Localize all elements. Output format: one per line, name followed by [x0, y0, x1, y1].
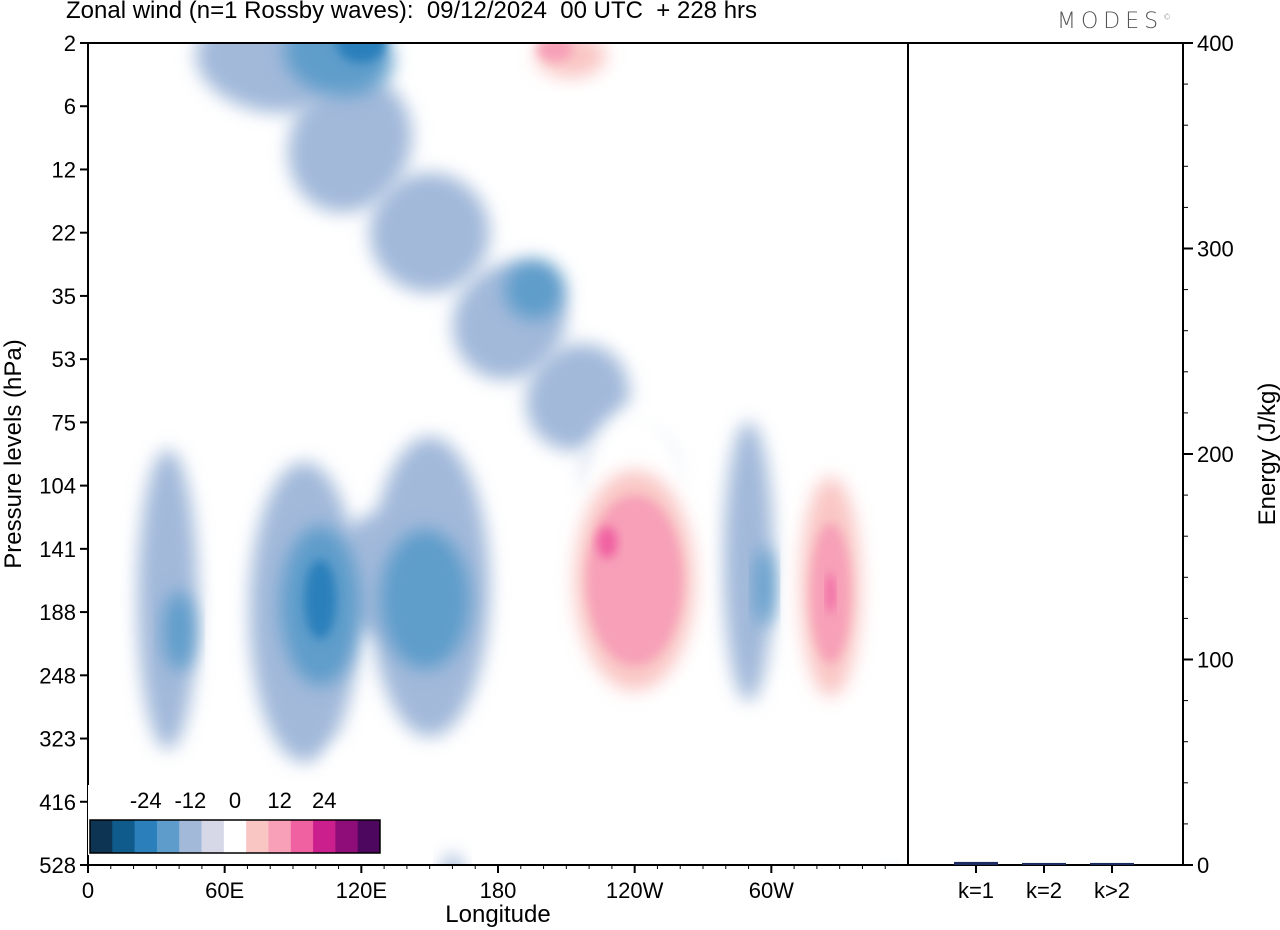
colorbar-swatch [201, 820, 225, 853]
contour-blob [88, 571, 105, 692]
colorbar-swatch [313, 820, 336, 853]
contour-blob [88, 78, 141, 159]
contour-blob [288, 75, 412, 213]
x-tick-label: 0 [82, 878, 94, 903]
colorbar-tick-label: 0 [229, 788, 241, 813]
contour-blob [884, 870, 896, 910]
contour-blob [775, 127, 804, 148]
y-tick-label: 248 [39, 663, 76, 688]
energy-axis: 0 100 200 300 400 [1183, 31, 1234, 878]
x-tick-label: 120W [606, 878, 664, 903]
colorbar-swatch [90, 820, 113, 853]
y-axis-title: Pressure levels (hPa) [0, 339, 27, 568]
contour-blob [826, 573, 835, 614]
y-tick-label: 141 [39, 537, 76, 562]
contour-blob [137, 449, 198, 750]
contour-blob [283, 43, 394, 97]
y-tick-label: 528 [39, 853, 76, 878]
colorbar-swatch [179, 820, 203, 853]
colorbar-tick-label: -12 [174, 788, 206, 813]
colorbar-swatch [246, 820, 269, 853]
contour-blob [526, 343, 630, 451]
x-tick-label: 120E [336, 878, 387, 903]
energy-bars: k=1 k=2 k>2 [954, 861, 1134, 903]
chart-title: Zonal wind (n=1 Rossby waves): 09/12/202… [66, 0, 758, 24]
contour-blob [536, 43, 573, 62]
contour-blob [792, 229, 833, 300]
contour-blob [548, 678, 585, 799]
colorbar-tick-label: 12 [267, 788, 291, 813]
contour-blob [597, 526, 618, 559]
colorbar-swatch [357, 820, 381, 853]
energy-tick-label: 200 [1197, 442, 1234, 467]
energy-tick-label: 100 [1197, 648, 1234, 673]
y-axis: 2 6 12 22 35 53 75 104 141 188 248 323 416 528 [39, 31, 88, 878]
brand-text: MODES [1057, 9, 1164, 34]
energy-category-label: k=1 [958, 878, 994, 903]
brand-logo: MODES© [1057, 9, 1171, 34]
contour-blob [754, 546, 775, 627]
y-tick-label: 22 [52, 221, 76, 246]
plot-frame [87, 42, 909, 866]
contour-blob [304, 559, 337, 640]
y-tick-label: 12 [52, 157, 76, 182]
colorbar-swatch [290, 820, 314, 853]
y-tick-label: 416 [39, 790, 76, 815]
x-tick-label: 60E [205, 878, 244, 903]
contour-blob [150, 274, 231, 355]
energy-bar [1022, 862, 1066, 865]
y-tick-label: 6 [64, 94, 76, 119]
energy-category-label: k=2 [1026, 878, 1062, 903]
contour-blob [380, 529, 471, 670]
brand-mark: © [1163, 12, 1172, 22]
contour-blob [369, 172, 490, 293]
x-axis: 0 60E 120E 180 120W 60W [82, 865, 886, 903]
contour-blob [860, 43, 908, 94]
colorbar-tick-label: -24 [130, 788, 162, 813]
contour-blob [443, 853, 462, 865]
y-tick-label: 323 [39, 727, 76, 752]
energy-axis-title: Energy (J/kg) [1254, 383, 1280, 526]
y-tick-label: 188 [39, 600, 76, 625]
x-tick-label: 60W [749, 878, 794, 903]
colorbar-swatch [112, 820, 136, 853]
y-tick-label: 53 [52, 347, 76, 372]
energy-tick-label: 400 [1197, 31, 1234, 56]
energy-tick-label: 300 [1197, 237, 1234, 262]
colorbar: -24 -12 0 12 24 [88, 785, 382, 855]
colorbar-tick-label: 24 [312, 788, 336, 813]
colorbar-swatch [335, 820, 359, 853]
energy-panel-frame [907, 42, 1184, 866]
y-tick-label: 104 [39, 474, 76, 499]
contour-field [88, 43, 908, 910]
y-tick-label: 2 [64, 31, 76, 56]
contour-blob [586, 495, 683, 666]
colorbar-frame [89, 819, 381, 854]
colorbar-swatch [134, 820, 158, 853]
colorbar-swatch [156, 820, 180, 853]
energy-bar [1090, 862, 1134, 865]
energy-category-label: k>2 [1094, 878, 1130, 903]
contour-blob [504, 259, 565, 320]
y-tick-label: 35 [52, 284, 76, 309]
energy-tick-label: 0 [1197, 853, 1209, 878]
contour-blob [336, 43, 387, 63]
contour-blob [723, 421, 774, 702]
contour-blob [163, 591, 196, 672]
y-tick-label: 75 [52, 410, 76, 435]
colorbar-swatch [223, 820, 247, 853]
x-tick-label: 180 [480, 878, 517, 903]
colorbar-swatch [268, 820, 292, 853]
contour-blob [195, 43, 345, 113]
energy-bar [954, 861, 998, 865]
x-axis-title: Longitude [445, 901, 550, 928]
